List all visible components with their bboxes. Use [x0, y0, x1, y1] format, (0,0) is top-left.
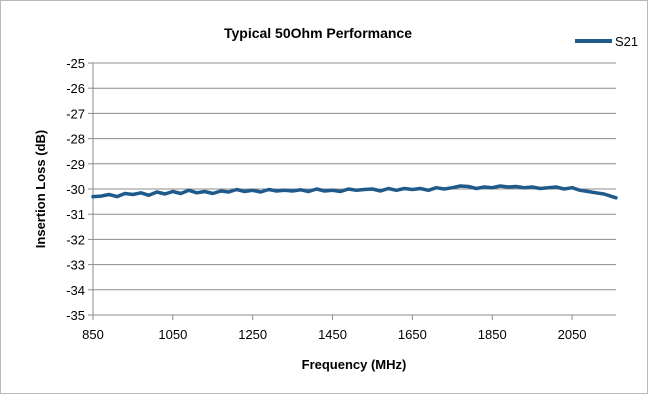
y-tick-label: -29 — [66, 157, 85, 172]
y-tick-label: -33 — [66, 258, 85, 273]
x-tick-label: 1250 — [238, 327, 267, 342]
legend-label-s21: S21 — [615, 34, 638, 49]
y-axis-title: Insertion Loss (dB) — [33, 130, 48, 248]
y-tick-label: -31 — [66, 207, 85, 222]
y-tick-label: -26 — [66, 81, 85, 96]
chart-title: Typical 50Ohm Performance — [224, 25, 412, 41]
y-tick-label: -25 — [66, 56, 85, 71]
y-tick-label: -30 — [66, 182, 85, 197]
x-tick-label: 1650 — [398, 327, 427, 342]
x-tick-labels: 850 1050 1250 1450 1650 1850 2050 — [82, 327, 586, 342]
y-tick-label: -32 — [66, 232, 85, 247]
x-tick-label: 1850 — [478, 327, 507, 342]
y-tick-label: -28 — [66, 132, 85, 147]
x-axis-title: Frequency (MHz) — [302, 357, 407, 372]
series-line-s21 — [91, 184, 618, 200]
x-tick-label: 1050 — [158, 327, 187, 342]
y-tick-label: -34 — [66, 283, 85, 298]
x-tick-label: 2050 — [558, 327, 587, 342]
x-tick-label: 1450 — [318, 327, 347, 342]
axes — [88, 62, 616, 320]
y-tick-labels: -25 -26 -27 -28 -29 -30 -31 -32 -33 -34 -35 — [66, 56, 85, 323]
series-layer — [91, 184, 618, 200]
x-tick-label: 850 — [82, 327, 104, 342]
y-tick-label: -35 — [66, 308, 85, 323]
y-tick-label: -27 — [66, 106, 85, 121]
legend: S21 — [575, 34, 638, 49]
